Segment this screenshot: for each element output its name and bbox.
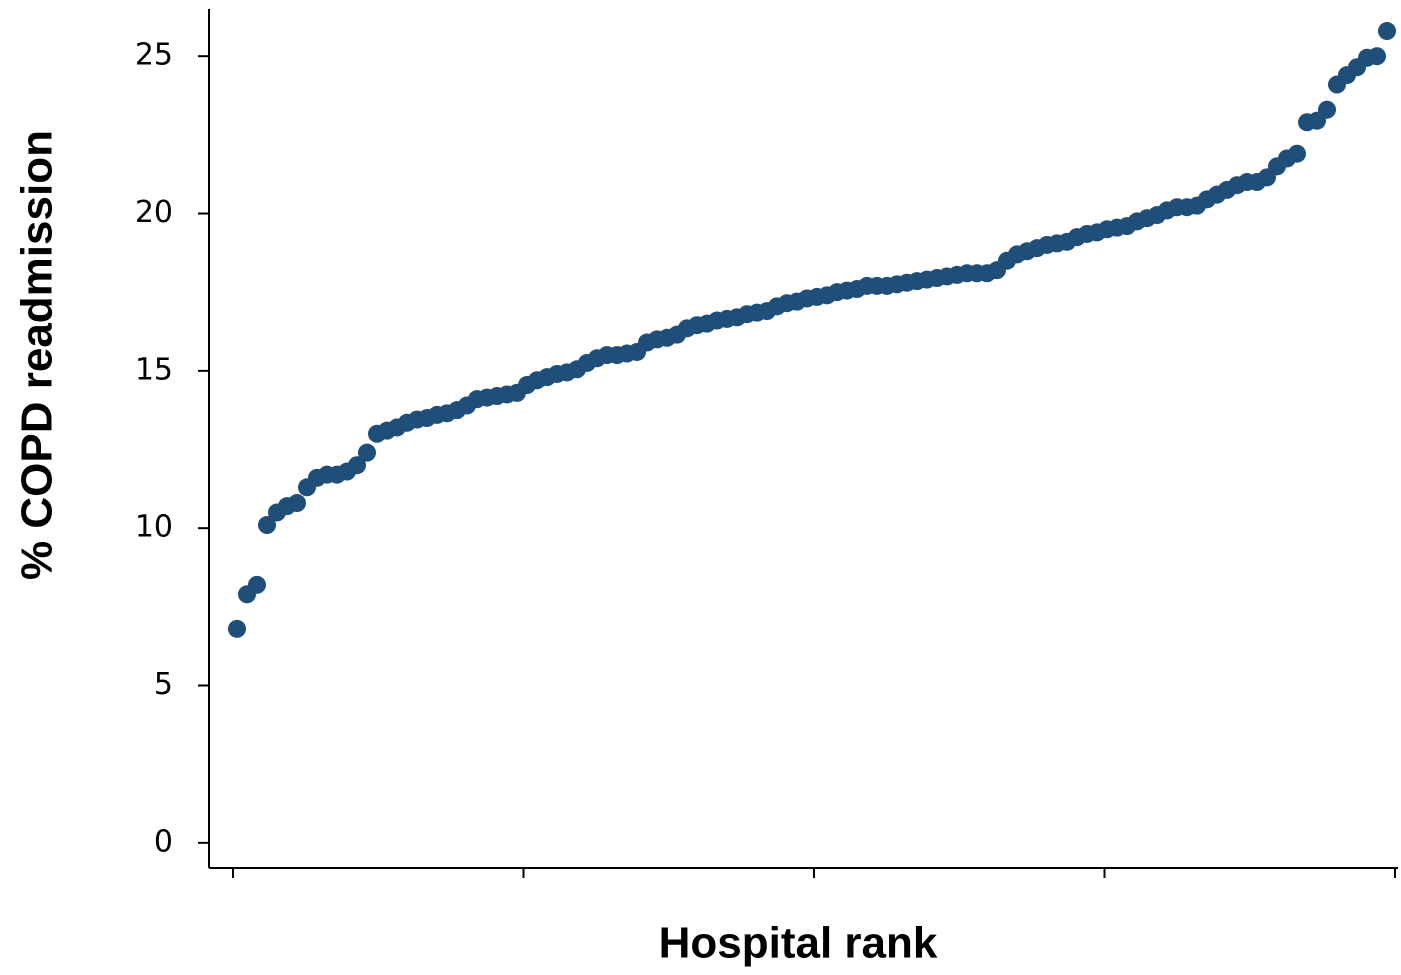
- y-tick-label: 10: [135, 510, 173, 545]
- y-axis-title: % COPD readmission: [13, 130, 62, 580]
- point: [1318, 100, 1336, 119]
- y-tick-label: 25: [135, 38, 173, 73]
- point: [348, 456, 366, 475]
- point: [1368, 47, 1386, 66]
- y-tick-label: 0: [154, 824, 173, 859]
- point: [258, 516, 276, 535]
- y-tick-label: 5: [154, 667, 173, 702]
- point: [228, 619, 246, 638]
- point: [288, 494, 306, 513]
- point: [1378, 22, 1396, 41]
- x-axis-title: Hospital rank: [659, 919, 938, 968]
- point: [1288, 144, 1306, 163]
- y-tick-label: 20: [135, 195, 173, 230]
- point: [358, 443, 376, 462]
- y-tick-label: 15: [135, 352, 173, 387]
- point: [248, 575, 266, 594]
